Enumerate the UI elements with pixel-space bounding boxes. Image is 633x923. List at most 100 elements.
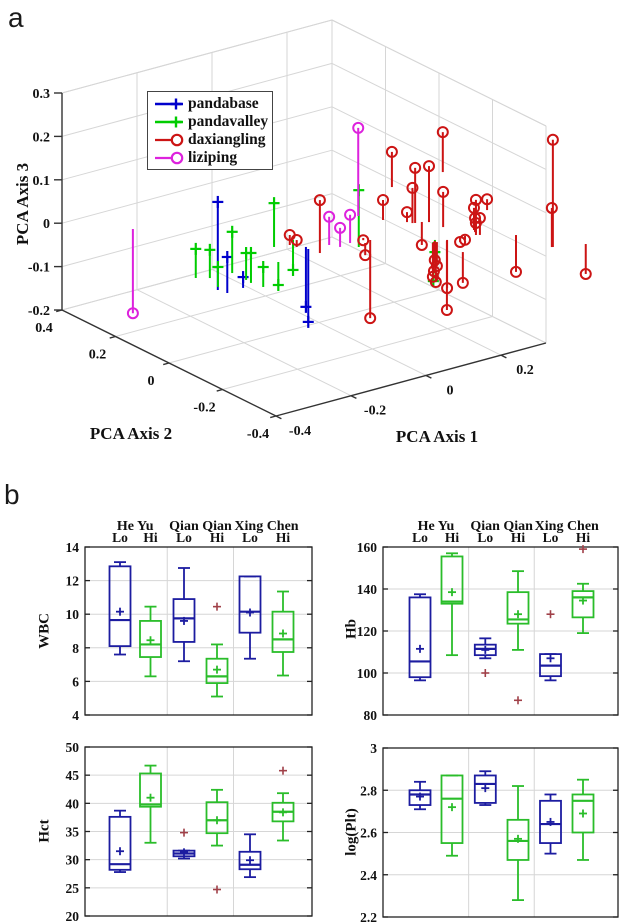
svg-text:35: 35 [66,825,80,840]
svg-text:-0.2: -0.2 [364,404,386,419]
box-hb-5 [571,545,595,634]
plus-marker-icon [155,116,183,128]
svg-text:4: 4 [72,708,79,723]
pca-axis1-label: PCA Axis 1 [395,427,479,446]
box-hb-2 [473,637,497,677]
box-hb-0 [408,593,432,682]
svg-text:Xing Chen: Xing Chen [535,519,599,534]
pca-grid [61,19,547,397]
svg-text:Lo: Lo [242,530,258,545]
svg-text:0: 0 [447,383,454,398]
svg-text:Lo: Lo [176,530,192,545]
svg-text:160: 160 [357,540,378,555]
svg-text:0.3: 0.3 [33,87,51,102]
box-logplt-0 [408,780,432,811]
svg-text:0: 0 [148,374,155,389]
box-hct-1 [139,764,162,844]
svg-text:-0.4: -0.4 [247,427,269,442]
pca-stems-liziping [126,121,365,320]
pca-axis2-label: PCA Axis 2 [89,424,173,443]
pca-3d-plot: 0.3 0.2 0.1 0 -0.1 -0.2 0.4 0.2 0 -0.2 -0.4 -0.4 -0.… [28,19,592,442]
svg-text:2.8: 2.8 [360,783,377,798]
legend: pandabase pandavalley daxiangling [147,91,273,170]
legend-label: daxiangling [188,131,266,148]
svg-text:3: 3 [370,741,377,756]
box-wbc-1 [139,605,162,678]
legend-item-daxiangling: daxiangling [152,131,272,149]
box-hb-1 [440,552,464,657]
svg-text:Hi: Hi [210,530,225,545]
plus-marker-icon [155,98,183,110]
legend-item-pandabase: pandabase [152,95,272,113]
legend-item-pandavalley: pandavalley [152,113,272,131]
svg-text:0: 0 [43,217,50,232]
svg-text:0.2: 0.2 [33,130,51,145]
svg-text:Hi: Hi [143,530,158,545]
svg-text:Lo: Lo [412,530,428,545]
svg-text:120: 120 [357,624,378,639]
svg-text:80: 80 [364,708,378,723]
legend-label: liziping [188,149,238,166]
box-wbc-4 [238,575,262,660]
wbc-ylabel: WBC [36,613,53,649]
svg-text:-0.1: -0.1 [28,261,50,276]
svg-text:30: 30 [66,853,80,868]
svg-text:14: 14 [66,540,80,555]
svg-text:0.2: 0.2 [516,363,534,378]
box-hct-5 [271,766,295,842]
svg-text:Lo: Lo [543,530,559,545]
svg-text:Hi: Hi [511,530,526,545]
svg-text:-0.4: -0.4 [289,424,311,439]
svg-text:-0.2: -0.2 [193,401,215,416]
svg-text:Xing Chen: Xing Chen [234,519,298,534]
svg-text:45: 45 [66,768,80,783]
logplt-ylabel: log(Plt) [343,808,360,856]
box-hb-3 [506,570,530,705]
svg-text:Hi: Hi [276,530,291,545]
box-hct-0 [108,809,132,873]
svg-text:Lo: Lo [112,530,128,545]
svg-text:10: 10 [66,607,80,622]
svg-text:25: 25 [66,881,80,896]
svg-text:0.4: 0.4 [35,321,53,336]
svg-text:0.1: 0.1 [33,174,51,189]
box-hct-2 [172,828,196,860]
box-wbc-3 [205,602,229,698]
pca-stems-daxiangling [283,126,592,325]
hct-ylabel: Hct [36,819,53,843]
svg-text:140: 140 [357,582,378,597]
svg-text:0.2: 0.2 [89,348,107,363]
legend-label: pandavalley [188,113,269,130]
box-wbc-0 [108,561,132,656]
panel-a-letter: a [8,2,24,33]
box-wbc-5 [271,590,295,677]
box-hct-3 [205,788,229,894]
svg-text:Lo: Lo [477,530,493,545]
svg-text:50: 50 [66,740,80,755]
svg-text:Qian Qian: Qian Qian [470,519,533,534]
svg-text:20: 20 [66,909,80,923]
svg-text:2.6: 2.6 [360,826,377,841]
legend-item-liziping: liziping [152,149,272,167]
box-logplt-5 [571,778,595,861]
svg-text:12: 12 [66,574,80,589]
boxplot-logplt: 3 2.8 2.6 2.4 2.2 [360,741,619,923]
svg-text:Hi: Hi [576,530,591,545]
panel-b-letter: b [4,479,20,510]
hb-ylabel: Hb [343,618,360,640]
box-logplt-2 [473,770,497,806]
circle-marker-icon [155,133,184,147]
svg-text:Qian Qian: Qian Qian [169,519,232,534]
box-wbc-2 [172,567,196,663]
svg-text:He Yu: He Yu [418,519,455,534]
svg-text:He Yu: He Yu [117,519,154,534]
svg-text:100: 100 [357,666,378,681]
svg-text:-0.2: -0.2 [28,304,50,319]
svg-text:2.4: 2.4 [360,868,377,883]
pca-axis3-label: PCA Axis 3 [13,162,32,246]
boxplot-hct: 50 45 40 35 30 25 20 [66,740,313,923]
